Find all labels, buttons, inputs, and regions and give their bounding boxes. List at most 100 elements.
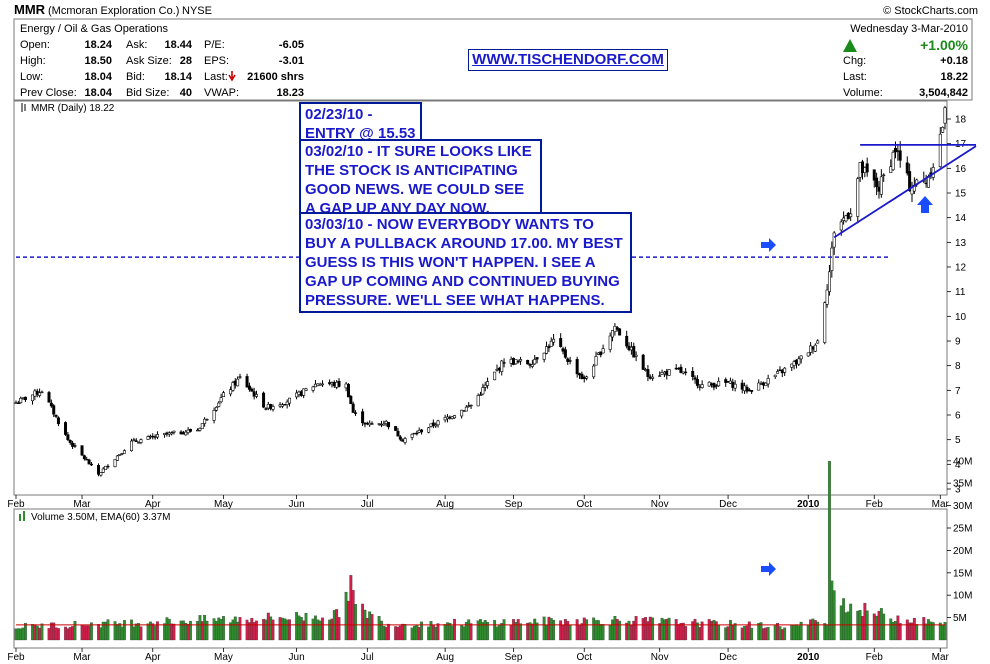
volume-bar: [139, 626, 143, 641]
price-candle: [172, 430, 176, 435]
volume-bar: [497, 624, 501, 641]
candle-body: [217, 402, 221, 407]
candle-body: [547, 346, 551, 349]
price-candle: [519, 356, 523, 365]
price-candle: [618, 327, 622, 336]
volume-bar: [679, 623, 683, 641]
candle-body: [417, 430, 421, 433]
price-tick-label: 12: [955, 263, 967, 274]
volume-bar: [806, 624, 810, 641]
price-candle: [214, 406, 218, 412]
eps-value: -3.01: [279, 55, 304, 67]
candle-body: [155, 434, 159, 438]
candle-body: [665, 370, 669, 376]
volume-bar: [231, 619, 235, 641]
candle-body: [549, 340, 553, 347]
candle-body: [568, 360, 572, 362]
candle-body: [186, 429, 190, 433]
website-link[interactable]: WWW.TISCHENDORF.COM: [468, 49, 668, 71]
volume-bar: [634, 616, 638, 641]
volume-bar: [790, 624, 794, 641]
volume-bar: [707, 619, 711, 641]
price-candle: [667, 369, 671, 376]
volume-bar: [693, 618, 697, 641]
candle-body: [542, 352, 546, 360]
volume-bar: [542, 616, 546, 641]
price-candle: [691, 367, 695, 381]
candle-body: [245, 376, 249, 388]
volume-bar: [189, 620, 192, 641]
candle-body: [370, 423, 374, 425]
candle-body: [486, 381, 490, 386]
candle-body: [297, 391, 301, 395]
candle-body: [363, 423, 367, 425]
candle-body: [73, 445, 77, 447]
volume-bar: [87, 625, 91, 641]
candle-body: [745, 386, 749, 392]
candle-body: [179, 431, 183, 435]
volume-bar: [443, 624, 447, 641]
price-legend: MMR (Daily) 18.22: [31, 103, 115, 114]
candle-body: [740, 382, 744, 390]
candle-body: [519, 359, 523, 362]
candle-body: [97, 465, 101, 475]
price-candle: [849, 208, 853, 222]
candle-body: [137, 442, 141, 444]
candle-body: [530, 364, 534, 367]
volume-bar: [398, 625, 402, 641]
volume-bar: [73, 621, 77, 641]
candle-body: [85, 458, 89, 461]
candle-body: [856, 178, 860, 217]
candle-body: [165, 432, 169, 435]
candle-body: [200, 423, 204, 430]
price-candle: [212, 407, 216, 424]
volume-bar: [163, 623, 166, 641]
candle-body: [618, 328, 622, 336]
candle-body: [134, 440, 138, 442]
volume-bar: [596, 620, 600, 641]
candle-body: [648, 376, 652, 379]
last-trade-value: 21600 shrs: [247, 71, 304, 83]
candle-body: [733, 383, 737, 389]
volume-bar: [792, 624, 796, 641]
volume-bar: [120, 626, 124, 641]
candle-body: [40, 391, 44, 394]
price-candle: [797, 356, 801, 367]
volume-bar: [580, 623, 584, 641]
volume-bar: [641, 618, 645, 641]
volume-bar: [552, 619, 556, 641]
price-candle: [832, 231, 836, 255]
price-candle: [514, 359, 518, 365]
volume-bar: [799, 621, 803, 641]
volume-bar: [684, 626, 688, 641]
candle-body: [118, 454, 122, 456]
candle-body: [113, 459, 117, 467]
candle-body: [410, 433, 414, 438]
chg-value: +0.18: [940, 55, 968, 67]
volume-bar: [151, 623, 155, 641]
volume-bar: [618, 620, 622, 641]
candle-body: [66, 434, 70, 440]
volume-bar: [830, 580, 834, 641]
volume-bar: [844, 612, 848, 641]
volume-bar: [167, 618, 171, 641]
volume-bar: [288, 619, 291, 641]
volume-bar: [674, 619, 678, 641]
price-candle: [370, 421, 374, 425]
candle-body: [285, 401, 289, 405]
volume-bar: [750, 627, 754, 641]
volume-bar: [82, 625, 86, 641]
price-candle: [47, 390, 51, 403]
volume-bar: [516, 619, 520, 641]
volume-bar: [132, 626, 136, 641]
volume-bar: [250, 617, 254, 641]
volume-bar: [384, 626, 388, 641]
volume-bar: [710, 620, 713, 641]
price-tick-label: 8: [955, 361, 961, 372]
candle-body: [163, 432, 167, 435]
price-candle: [283, 403, 287, 406]
price-candle: [493, 371, 497, 381]
candle-body: [231, 382, 235, 391]
